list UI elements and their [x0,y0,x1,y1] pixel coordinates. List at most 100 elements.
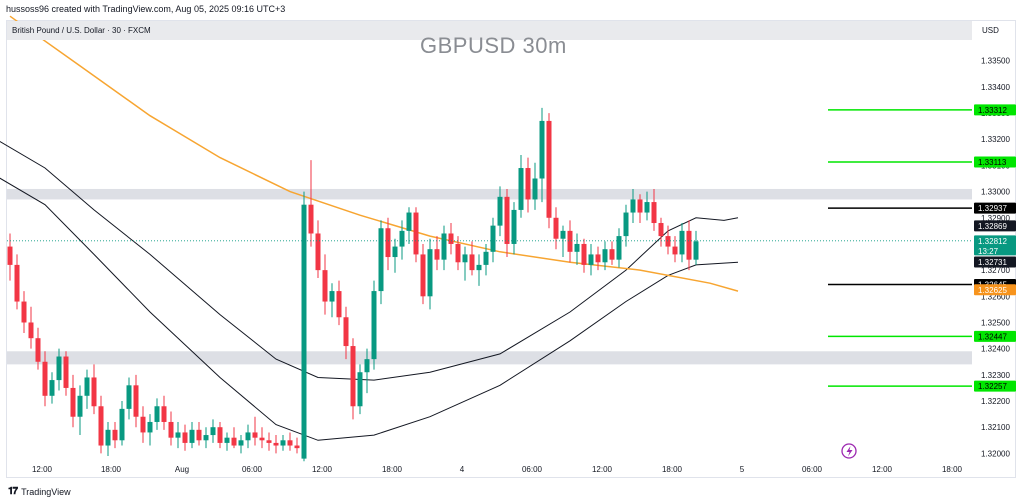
candle [252,416,258,446]
y-tick-label: 1.33000 [981,188,1010,197]
candle-body [56,356,62,381]
y-tick-label: 1.32900 [981,214,1010,223]
candle [483,243,489,276]
candle [630,188,636,224]
axis-tag-2-bg [974,284,1016,296]
x-tick-label: 12:00 [872,465,893,474]
candle [126,377,132,420]
candle [511,202,517,255]
currency-label[interactable]: USD [982,26,999,35]
footer-logo-text: TradingView [21,486,71,497]
candle [161,395,167,430]
candle [413,207,419,263]
candle [448,223,454,255]
candle-body [567,230,573,252]
y-tick-label: 1.32100 [981,423,1010,432]
countdown-text: 13:27 [978,247,999,256]
candle-body [483,251,489,265]
candle-body [273,442,279,446]
candle [420,243,426,305]
candle-body [462,254,468,263]
candle-body [623,212,629,237]
candle-body [147,421,153,433]
x-tick-label: 12:00 [592,465,613,474]
x-tick-label: 5 [740,465,745,474]
candle-body [84,377,90,396]
level-tag-4-text: 1.32447 [978,332,1007,341]
candle-body [455,243,461,263]
candle-body [679,230,685,255]
upper-band-line [0,140,739,381]
x-tick-label: 06:00 [242,465,263,474]
x-tick-label: 18:00 [942,465,963,474]
candle-body [301,204,307,459]
candle [602,241,608,271]
candle [287,432,293,451]
candle [210,419,216,443]
candle [693,230,699,265]
candle-body [168,421,174,438]
candle-body [133,385,139,417]
legend-bar [7,21,972,40]
x-tick-label: 06:00 [802,465,823,474]
candle-body [637,199,643,213]
y-tick-label: 1.32400 [981,345,1010,354]
candle [154,398,160,430]
candle-body [280,440,286,446]
candle-body [497,196,503,226]
candle-body [427,249,433,297]
candle [539,107,545,203]
candle [497,186,503,237]
candle-body [175,432,181,438]
candle [140,406,146,443]
y-tick-label: 1.32500 [981,318,1010,327]
candle [217,421,223,449]
zone-1 [7,351,972,365]
candle [560,225,566,258]
candle [49,372,55,404]
candle-body [140,416,146,433]
axis-tag-1-text: 1.32731 [978,258,1007,267]
axis-layer: 1.335001.334001.333001.332001.331001.330… [32,57,1010,474]
candle [21,291,27,333]
zone-0 [7,188,972,200]
candle [581,238,587,273]
candle [434,236,440,271]
candle [469,241,475,276]
candle-body [644,202,650,213]
candle [273,435,279,454]
symbol-description[interactable]: British Pound / U.S. Dollar · 30 · FXCM [12,26,151,35]
candle [329,283,335,318]
candle-body [154,406,160,422]
candle [532,162,538,210]
candle [238,435,244,454]
candle [609,241,615,265]
x-tick-label: 18:00 [101,465,122,474]
x-tick-label: 18:00 [382,465,403,474]
candle [686,220,692,271]
candle [301,191,307,462]
candle-body [609,249,615,260]
candle [147,414,153,446]
candle [280,435,286,451]
candle-body [210,427,216,436]
candle-body [504,196,510,244]
alert-icon[interactable] [841,443,857,459]
candle-body [651,202,657,224]
candle-body [287,440,293,446]
x-tick-label: 06:00 [522,465,543,474]
candle [133,374,139,428]
candle [28,306,34,349]
axis-tag-1-bg [974,256,1016,268]
candle-body [448,233,454,244]
candle-body [49,380,55,396]
candle-body [595,254,601,263]
candle [553,207,559,250]
y-tick-label: 1.33500 [981,57,1010,66]
attribution-text: hussoss96 created with TradingView.com, … [6,4,286,14]
candle [637,194,643,224]
x-tick-label: Aug [175,465,189,474]
candle-body [553,217,559,239]
candle [322,254,328,315]
